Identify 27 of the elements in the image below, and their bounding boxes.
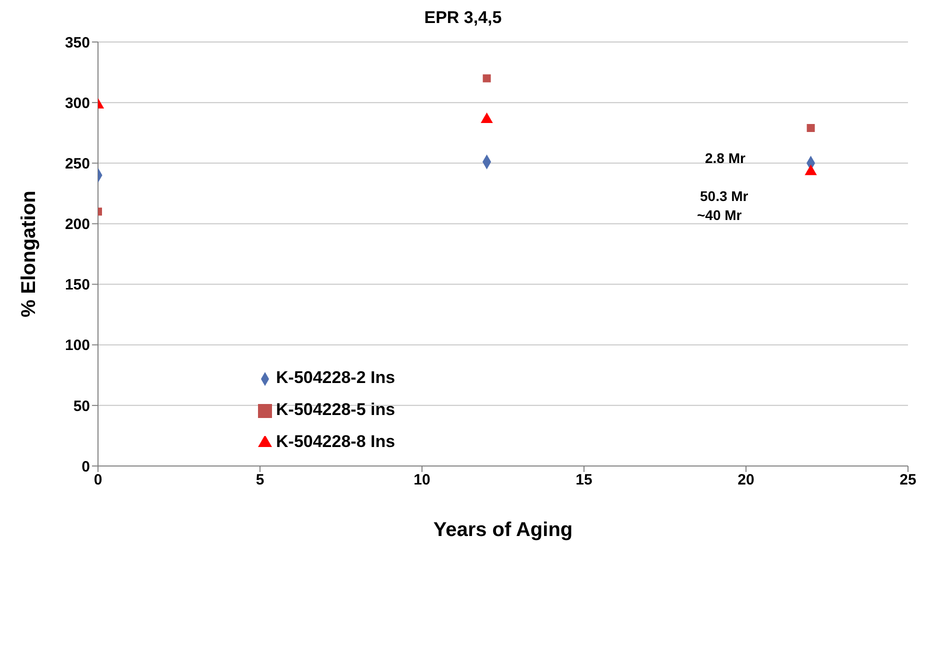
- x-tick-label: 10: [414, 472, 430, 489]
- x-tick-label: 0: [94, 472, 102, 489]
- y-tick-label: 300: [64, 94, 90, 112]
- point: [482, 74, 491, 82]
- x-tick-label: 20: [738, 472, 754, 489]
- x-tick-label: 5: [256, 472, 264, 489]
- y-tick-label: 50: [73, 398, 90, 415]
- x-tick-label: 25: [900, 472, 916, 489]
- annotation: ~40 Mr: [697, 207, 742, 223]
- y-tick-label: 250: [64, 155, 90, 172]
- legend-label: K-504228-5 ins: [276, 400, 396, 419]
- point: [804, 164, 817, 176]
- y-axis-title: % Elongation: [18, 190, 40, 318]
- x-axis-title: Years of Aging: [433, 519, 573, 541]
- y-tick-label: 100: [64, 337, 90, 354]
- legend-label: K-504228-8 Ins: [276, 432, 396, 451]
- annotation: 2.8 Mr: [705, 150, 746, 166]
- point: [806, 124, 815, 132]
- legend-label: K-504228-2 Ins: [276, 368, 396, 387]
- annotation: 50.3 Mr: [700, 188, 748, 204]
- chart-title: EPR 3,4,5: [423, 8, 503, 28]
- point: [480, 112, 493, 124]
- y-tick-label: 150: [64, 276, 90, 294]
- y-tick-label: 0: [82, 458, 90, 476]
- y-tick-label: 350: [64, 34, 90, 52]
- x-tick-label: 15: [576, 472, 592, 489]
- y-tick-label: 200: [64, 216, 90, 234]
